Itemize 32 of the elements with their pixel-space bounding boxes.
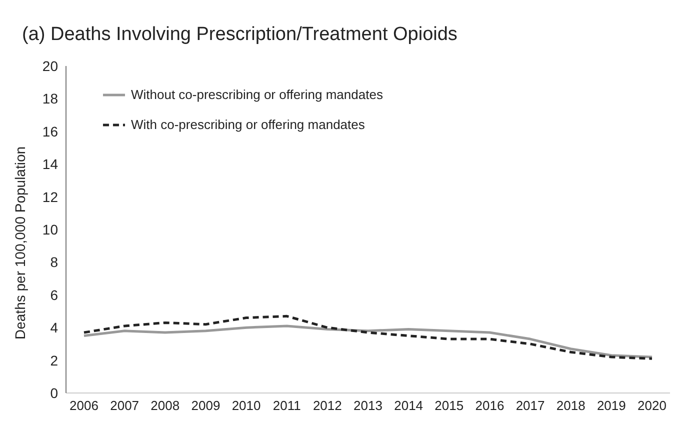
y-tick-label: 14 (42, 156, 58, 172)
line-series (82, 324, 654, 358)
y-tick-label: 20 (42, 58, 58, 74)
line-series (82, 314, 654, 360)
x-tick-label: 2018 (556, 398, 586, 414)
x-tick-label: 2019 (596, 398, 626, 414)
y-tick-label: 0 (50, 384, 58, 401)
y-tick-label: 2 (50, 352, 58, 368)
chart-title: (a) Deaths Involving Prescription/Treatment Opioids (22, 24, 458, 46)
x-tick-label: 2007 (110, 398, 140, 414)
x-tick-label: 2015 (434, 398, 464, 414)
x-tick-label: 2014 (394, 398, 424, 414)
x-tick-label: 2017 (516, 398, 545, 414)
y-tick-label: 8 (50, 254, 58, 270)
x-tick-label: 2016 (475, 398, 504, 414)
x-tick-label: 2012 (312, 398, 342, 414)
legend-label: With co-prescribing or offering mandates (131, 116, 365, 134)
y-tick-label: 4 (50, 320, 58, 336)
y-axis-title: Deaths per 100,000 Population (12, 146, 28, 340)
legend-label: Without co-prescribing or offering mandates (131, 86, 383, 104)
x-tick-label: 2020 (638, 398, 666, 414)
x-tick-label: 2010 (232, 398, 261, 414)
x-tick-label: 2009 (191, 398, 220, 414)
x-tick-label: 2013 (354, 398, 382, 414)
y-tick-label: 10 (42, 221, 58, 238)
x-tick-label: 2008 (150, 398, 180, 414)
y-tick-label: 12 (42, 188, 58, 205)
y-tick-label: 6 (50, 286, 58, 303)
x-tick-label: 2011 (272, 398, 301, 414)
x-tick-label: 2006 (70, 398, 98, 414)
y-tick-label: 18 (42, 90, 58, 107)
y-tick-label: 16 (42, 123, 58, 140)
